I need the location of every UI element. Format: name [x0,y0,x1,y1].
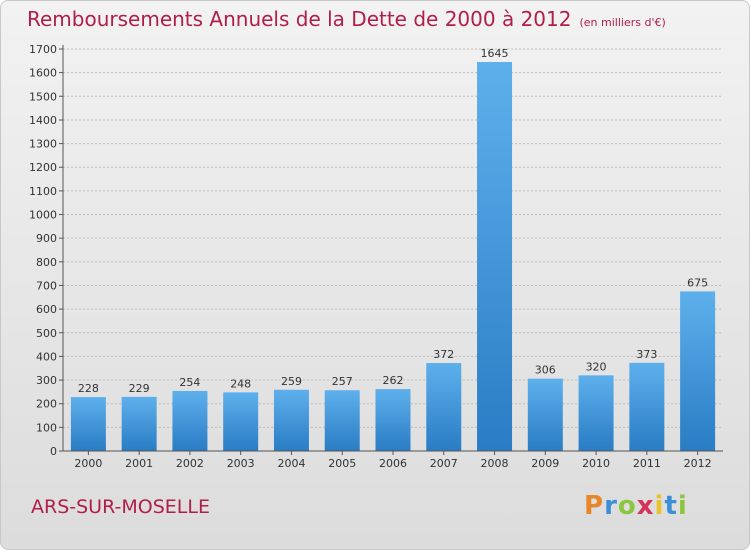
bar-2001 [121,396,157,451]
chart-subtitle: (en milliers d'€) [579,16,666,29]
y-tick-label: 400 [36,350,57,363]
bar-2008 [477,62,513,451]
bar-2011 [629,362,665,451]
y-tick-label: 1500 [29,90,57,103]
bar-2010 [578,375,614,451]
y-tick-label: 900 [36,232,57,245]
data-label-2003: 248 [230,377,251,390]
commune-name: ARS-SUR-MOSELLE [31,496,210,518]
x-tick-label-2001: 2001 [125,457,153,470]
y-tick-label: 300 [36,374,57,387]
x-tick-label-2000: 2000 [74,457,102,470]
logo-letter: P [584,491,605,521]
y-tick-label: 1400 [29,114,57,127]
logo-letter: o [617,491,637,521]
data-label-2004: 259 [281,375,302,388]
x-tick-label-2004: 2004 [277,457,305,470]
x-tick-label-2010: 2010 [582,457,610,470]
y-tick-label: 1300 [29,138,57,151]
data-label-2001: 229 [129,382,150,395]
y-tick-label: 1200 [29,161,57,174]
x-tick-label-2011: 2011 [633,457,661,470]
x-tick-label-2002: 2002 [176,457,204,470]
y-tick-label: 1100 [29,185,57,198]
chart-title: Remboursements Annuels de la Dette de 20… [27,7,666,31]
bar-2006 [375,389,411,451]
proxiti-logo: Proxiti [584,491,688,521]
bar-2000 [70,397,106,451]
bar-2004 [273,389,309,451]
bar-2009 [527,378,563,451]
y-tick-label: 800 [36,256,57,269]
data-label-2002: 254 [179,376,200,389]
y-tick-label: 1000 [29,209,57,222]
bar-2002 [172,390,208,451]
data-label-2012: 675 [687,276,708,289]
x-tick-label-2012: 2012 [684,457,712,470]
logo-letter: t [664,491,678,521]
data-label-2010: 320 [586,360,607,373]
y-tick-label: 100 [36,421,57,434]
y-tick-label: 700 [36,279,57,292]
logo-letter: i [677,491,688,521]
data-label-2007: 372 [433,348,454,361]
x-tick-label-2009: 2009 [531,457,559,470]
x-tick-label-2006: 2006 [379,457,407,470]
logo-letter: r [604,491,618,521]
logo-letter: i [654,491,665,521]
y-tick-label: 1700 [29,43,57,56]
y-tick-label: 200 [36,398,57,411]
data-label-2000: 228 [78,382,99,395]
x-tick-label-2003: 2003 [227,457,255,470]
y-tick-label: 600 [36,303,57,316]
x-tick-label-2008: 2008 [481,457,509,470]
chart-title-text: Remboursements Annuels de la Dette de 20… [27,7,572,31]
data-label-2006: 262 [383,374,404,387]
bar-2007 [426,363,462,451]
x-tick-label-2007: 2007 [430,457,458,470]
bar-2003 [223,392,259,451]
bar-2012 [680,291,716,451]
y-tick-label: 500 [36,327,57,340]
y-tick-label: 0 [50,445,57,458]
data-label-2009: 306 [535,364,556,377]
logo-letter: x [636,491,655,521]
data-label-2008: 1645 [481,47,509,60]
data-label-2011: 373 [636,348,657,361]
y-tick-label: 1600 [29,67,57,80]
data-label-2005: 257 [332,375,353,388]
x-tick-label-2005: 2005 [328,457,356,470]
bar-2005 [324,390,360,451]
